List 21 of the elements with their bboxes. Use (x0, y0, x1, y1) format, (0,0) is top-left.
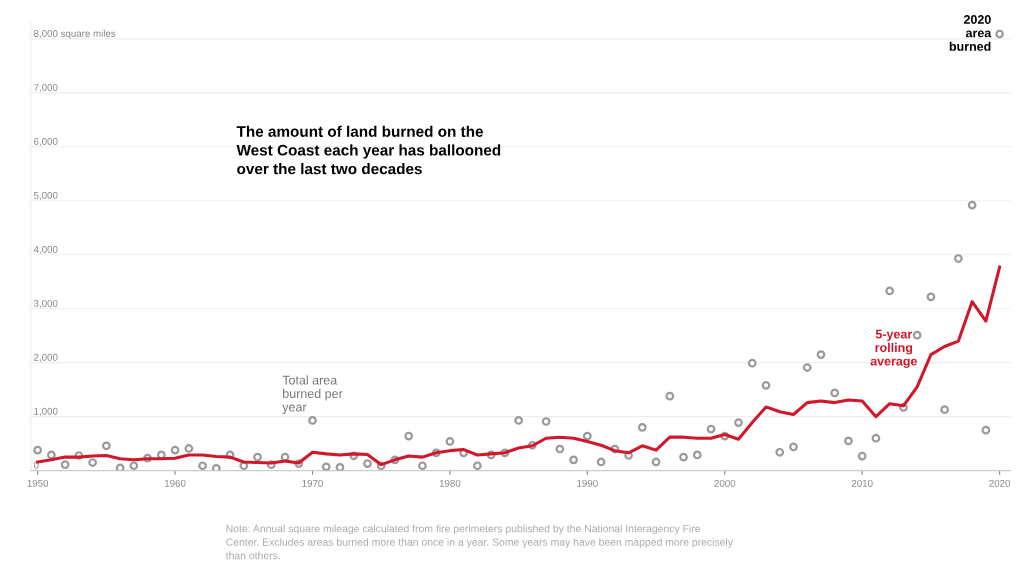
x-tick-label: 1970 (302, 479, 323, 487)
x-tick-label: 1990 (577, 479, 598, 487)
series-label: Total area burned per year (282, 375, 343, 414)
text: Note: Annual square mileage calculated from fire perimeters published by the National Interagency Fire Center. Excludes areas burned more than once in a year. Some years may have been mapped more precisely than others. (225, 524, 733, 560)
annotation: 2020 area burned (949, 15, 992, 51)
x-tick-label: 2020 (989, 479, 1011, 487)
x-tick-label: 1980 (439, 479, 461, 487)
text: The amount of land burned on the West Coast each year has ballooned over the last two decades (236, 125, 501, 175)
y-tick-label: 4,000 (33, 245, 58, 254)
series-label: 5-year rolling average (870, 329, 918, 369)
x-tick-label: 2010 (851, 479, 873, 487)
y-tick-label: 7,000 (34, 84, 58, 93)
y-tick-label: 5,000 (33, 191, 58, 200)
y-tick-label: 3,000 (33, 299, 58, 308)
x-tick-label: 1960 (165, 479, 186, 487)
y-tick-label: 1,000 (34, 407, 58, 416)
y-tick-label: 6,000 (34, 138, 58, 147)
y-tick-label: 2,000 (34, 353, 58, 362)
x-tick-label: 1950 (27, 479, 49, 487)
x-tick-label: 2000 (714, 479, 736, 487)
y-tick-label: 8,000 square miles (33, 29, 116, 39)
